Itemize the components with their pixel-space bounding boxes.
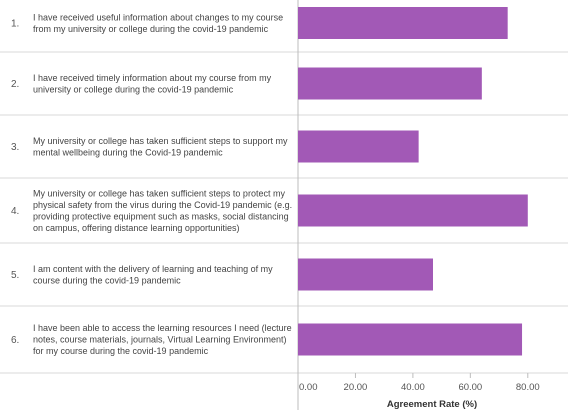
question-text-line: on campus, offering distance learning op… [33, 223, 239, 233]
agreement-bar [298, 67, 482, 100]
row-number: 1. [11, 19, 19, 30]
row-number: 4. [11, 206, 19, 217]
question-text-line: for my course during the covid-19 pandem… [33, 346, 209, 356]
question-text-line: I am content with the delivery of learni… [33, 264, 273, 274]
x-tick-label: 20.00 [344, 382, 368, 393]
question-text-line: I have been able to access the learning … [33, 323, 292, 333]
question-text-line: university or college during the covid-1… [33, 84, 234, 94]
agreement-bar [298, 258, 433, 291]
question-text-line: My university or college has taken suffi… [33, 188, 285, 198]
agreement-bar [298, 194, 528, 227]
agreement-bar [298, 7, 508, 39]
row-number: 5. [11, 270, 19, 281]
question-text-line: physical safety from the virus during th… [33, 200, 292, 210]
x-tick-label: 0.00 [299, 382, 318, 393]
question-text-line: I have received timely information about… [33, 73, 272, 83]
question-text-line: My university or college has taken suffi… [33, 136, 288, 146]
question-text-line: from my university or college during the… [33, 24, 269, 34]
x-tick-label: 60.00 [458, 382, 482, 393]
question-text-line: providing protective equipment such as m… [33, 211, 289, 221]
question-text-line: mental wellbeing during the Covid-19 pan… [33, 147, 223, 157]
row-number: 2. [11, 79, 19, 90]
question-text-line: notes, course materials, journals, Virtu… [33, 335, 286, 345]
question-text-line: course during the covid-19 pandemic [33, 275, 181, 285]
agreement-bar [298, 130, 419, 163]
question-text-line: I have received useful information about… [33, 12, 283, 22]
agreement-bar [298, 323, 523, 356]
row-number: 3. [11, 142, 19, 153]
x-tick-label: 80.00 [516, 382, 540, 393]
x-tick-label: 40.00 [401, 382, 425, 393]
x-axis-title: Agreement Rate (%) [387, 399, 477, 410]
row-number: 6. [11, 335, 19, 346]
